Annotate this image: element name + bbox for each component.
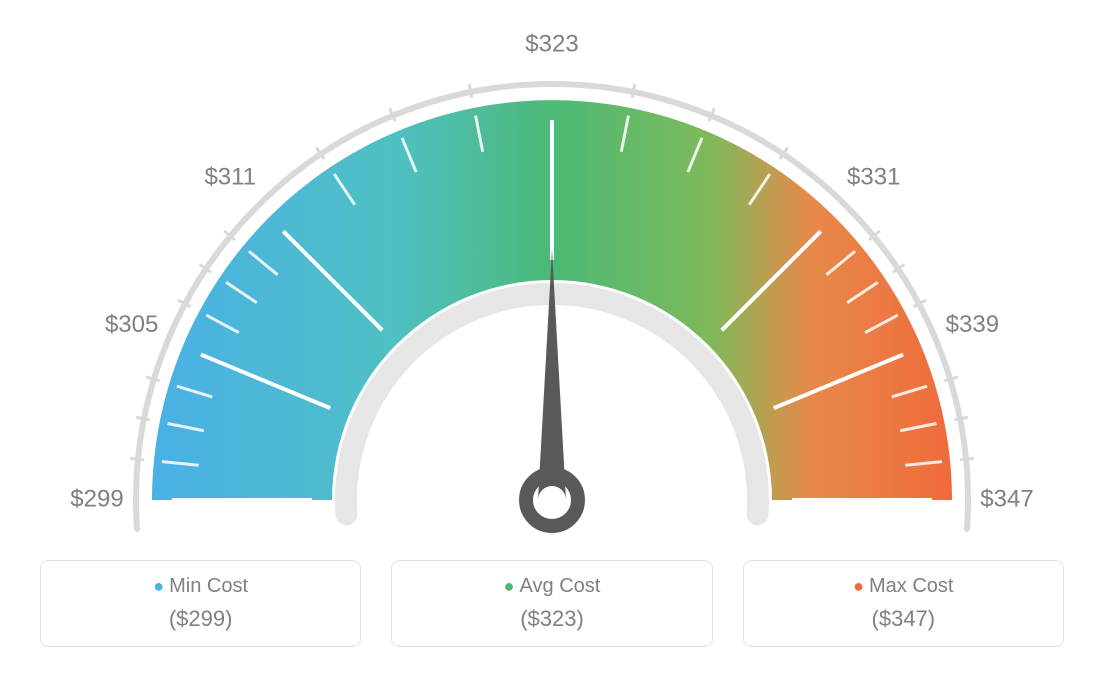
legend-min-value: ($299) xyxy=(51,606,350,632)
legend-card-min: Min Cost ($299) xyxy=(40,560,361,647)
svg-text:$331: $331 xyxy=(847,164,900,191)
legend-card-max: Max Cost ($347) xyxy=(743,560,1064,647)
legend-max-value: ($347) xyxy=(754,606,1053,632)
legend-min-label: Min Cost xyxy=(51,575,350,598)
gauge-svg: $299 $305 $311 $323 $331 $339 $347 xyxy=(0,0,1104,560)
svg-text:$299: $299 xyxy=(70,485,123,512)
legend-avg-value: ($323) xyxy=(402,606,701,632)
legend-card-avg: Avg Cost ($323) xyxy=(391,560,712,647)
svg-text:$323: $323 xyxy=(525,30,578,57)
gauge-chart: $299 $305 $311 $323 $331 $339 $347 xyxy=(0,0,1104,560)
svg-text:$347: $347 xyxy=(980,485,1033,512)
svg-text:$305: $305 xyxy=(105,311,158,338)
legend-row: Min Cost ($299) Avg Cost ($323) Max Cost… xyxy=(0,560,1104,647)
svg-text:$339: $339 xyxy=(946,311,999,338)
legend-avg-label: Avg Cost xyxy=(402,575,701,598)
svg-text:$311: $311 xyxy=(204,164,256,191)
legend-max-label: Max Cost xyxy=(754,575,1053,598)
